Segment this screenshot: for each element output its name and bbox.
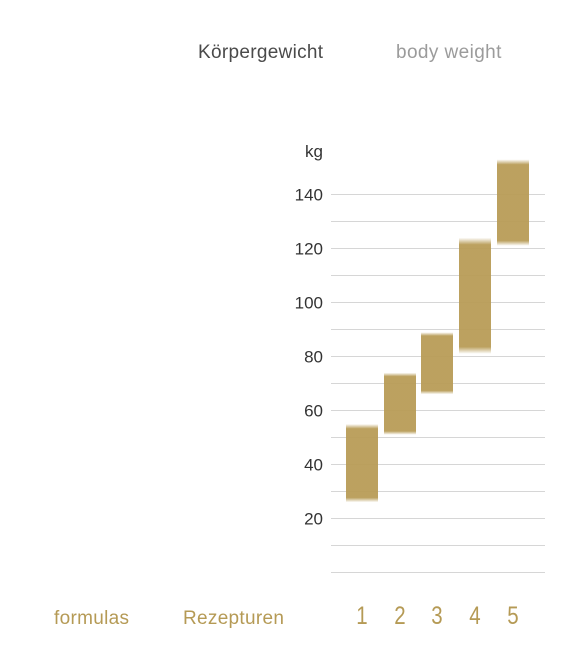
- axis-labels: 20 40 60 80 100 120 140 kg 1 2 3 4 5: [295, 142, 519, 629]
- bars: [346, 159, 529, 503]
- y-tick-label: 40: [304, 456, 323, 475]
- category-label-4: 4: [469, 601, 481, 629]
- category-label-3: 3: [431, 601, 442, 629]
- range-bar-1: [346, 424, 378, 503]
- formulas-label: formulas: [54, 608, 130, 629]
- range-bar-2: [384, 372, 416, 435]
- rezepturen-label: Rezepturen: [183, 608, 285, 629]
- y-tick-label: 100: [295, 294, 323, 313]
- title-english: body weight: [396, 42, 502, 63]
- y-tick-label: 20: [304, 510, 323, 529]
- y-tick-label: 60: [304, 402, 323, 421]
- category-label-5: 5: [507, 601, 518, 629]
- title-german: Körpergewicht: [198, 42, 324, 63]
- range-bar-5: [497, 159, 529, 246]
- chart-header: Körpergewicht body weight: [0, 42, 578, 68]
- range-bar-3: [421, 332, 453, 395]
- y-axis-unit-label: kg: [305, 142, 323, 161]
- category-label-1: 1: [356, 601, 367, 629]
- y-tick-label: 80: [304, 348, 323, 367]
- y-tick-label: 120: [295, 240, 323, 259]
- category-label-2: 2: [394, 601, 405, 629]
- y-tick-label: 140: [295, 186, 323, 205]
- grid-lines: [331, 194, 545, 573]
- range-bar-4: [459, 237, 491, 354]
